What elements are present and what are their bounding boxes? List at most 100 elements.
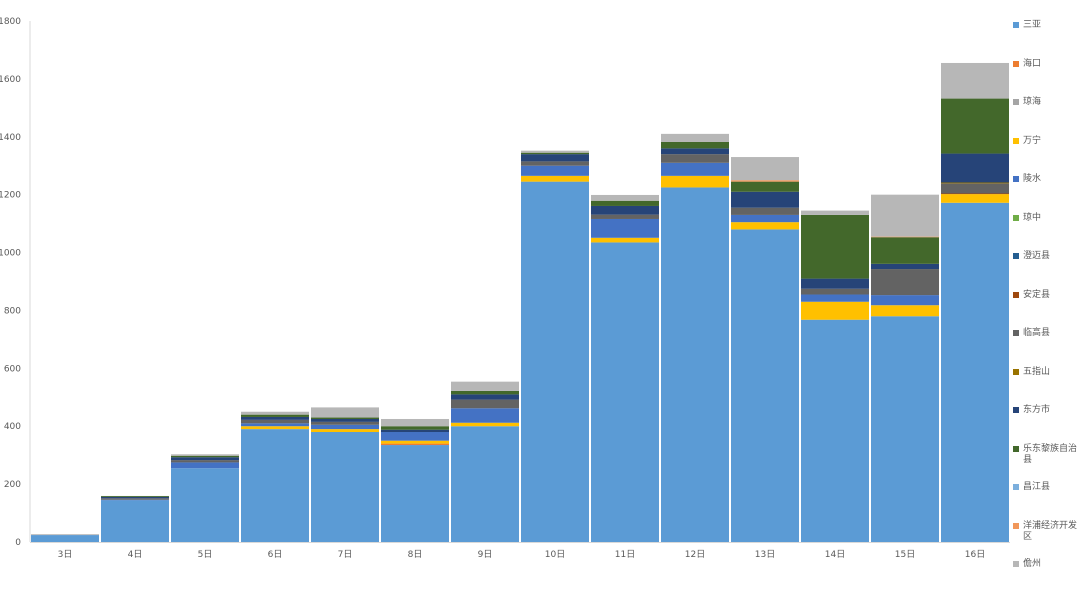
bar-segment	[101, 496, 169, 499]
legend-item: 海口	[1013, 59, 1079, 70]
bar-segment	[381, 432, 449, 441]
bar-segment	[871, 295, 939, 306]
bar-segment	[451, 399, 519, 409]
bar-segment	[171, 462, 239, 469]
bar-segment	[521, 181, 589, 542]
bar-segment	[591, 194, 659, 201]
bar-segment	[311, 429, 379, 433]
legend-label: 儋州	[1023, 559, 1042, 569]
bar-segment	[731, 181, 799, 192]
bar-segment	[871, 236, 939, 238]
bar-segment	[661, 148, 729, 155]
bar-segment	[381, 426, 449, 430]
legend-swatch	[1013, 484, 1019, 490]
bar-segment	[591, 214, 659, 219]
legend-swatch	[1013, 214, 1019, 221]
x-tick-label: 4日	[128, 549, 143, 560]
bar-segment	[171, 468, 239, 542]
bar-segment	[871, 263, 939, 270]
legend-item: 三亚	[1013, 20, 1079, 31]
legend-label: 安定县	[1023, 289, 1051, 300]
bar-segment	[101, 500, 169, 542]
x-tick-label: 8日	[408, 549, 423, 560]
bar-segment	[801, 301, 869, 320]
legend-swatch	[1013, 445, 1019, 452]
bar-segment	[311, 421, 379, 425]
bar-segment	[731, 214, 799, 223]
bar-segment	[801, 210, 869, 215]
legend-label: 东方市	[1023, 405, 1051, 415]
x-tick-label: 14日	[825, 549, 845, 560]
bar-segment	[591, 237, 659, 243]
legend-label: 万宁	[1023, 135, 1042, 146]
bar-segment	[731, 157, 799, 181]
legend-swatch	[1013, 60, 1019, 67]
bar-segment	[311, 407, 379, 418]
legend-swatch	[1013, 368, 1019, 375]
legend-item: 乐东黎族自治县	[1013, 444, 1079, 466]
legend-label: 澄迈县	[1023, 251, 1051, 261]
y-tick-label: 600	[4, 364, 21, 374]
legend-item: 安定县	[1013, 290, 1079, 301]
legend-item: 琼中	[1013, 213, 1079, 224]
bar-segment	[871, 269, 939, 296]
legend-swatch	[1013, 22, 1019, 28]
y-tick-label: 200	[4, 480, 21, 490]
legend-item: 琼海	[1013, 97, 1079, 108]
legend-swatch	[1013, 561, 1019, 567]
bar-segment	[871, 305, 939, 317]
x-axis: 3日 4日 5日 6日 7日 8日 9日 10日 11日 12日 13日 14日 15日 16日	[30, 542, 1010, 560]
bar-segment	[451, 394, 519, 400]
bar-segment	[801, 294, 869, 302]
y-tick-label: 1000	[0, 249, 21, 259]
bar-segment	[311, 418, 379, 422]
bar-segment	[241, 429, 309, 542]
bar-segment	[661, 187, 729, 542]
bar-segment	[731, 191, 799, 208]
bar-segment	[941, 183, 1009, 194]
bar-segment	[801, 288, 869, 295]
y-tick-label: 1400	[0, 133, 21, 143]
x-tick-label: 13日	[755, 549, 775, 560]
bar-segment	[661, 141, 729, 149]
bar-segment	[661, 133, 729, 142]
y-tick-label: 1600	[0, 75, 21, 85]
legend-swatch	[1013, 330, 1019, 336]
bar-segment	[731, 229, 799, 542]
bar-segment	[521, 154, 589, 162]
bar-segment	[521, 161, 589, 166]
legend-swatch	[1013, 522, 1019, 529]
x-tick-label: 5日	[198, 549, 213, 560]
bar-segment	[591, 200, 659, 206]
legend-swatch	[1013, 99, 1019, 105]
bar-segment	[101, 498, 169, 500]
legend-label: 陵水	[1023, 174, 1042, 184]
bar-segment	[801, 278, 869, 289]
bar-segment	[731, 207, 799, 215]
bar-segment	[871, 237, 939, 264]
bar-segment	[311, 424, 379, 430]
bar-segment	[451, 381, 519, 391]
x-tick-label: 3日	[58, 549, 73, 560]
bar-segment	[941, 153, 1009, 183]
legend-label: 海口	[1023, 58, 1042, 69]
bar-segment	[241, 423, 309, 427]
bar-segment	[241, 419, 309, 424]
bar-segment	[171, 455, 239, 458]
legend-label: 乐东黎族自治县	[1023, 443, 1078, 465]
bar-segment	[941, 62, 1009, 99]
legend-label: 琼中	[1023, 212, 1042, 223]
bar-segment	[311, 432, 379, 542]
bar-segment	[381, 445, 449, 542]
bar-segment	[591, 205, 659, 215]
bar-segment	[451, 390, 519, 395]
bar-segment	[731, 180, 799, 182]
bar-segment	[241, 416, 309, 420]
legend-label: 琼海	[1023, 97, 1042, 107]
x-tick-label: 10日	[545, 549, 565, 560]
bar-segment	[311, 417, 379, 419]
y-tick-label: 400	[4, 422, 21, 432]
bar-segment	[31, 535, 99, 542]
legend-swatch	[1013, 137, 1019, 144]
